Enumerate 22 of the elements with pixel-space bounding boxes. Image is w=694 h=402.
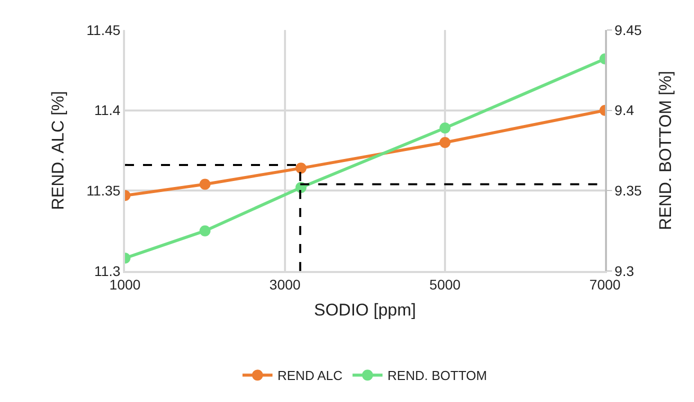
- point: [440, 122, 450, 134]
- y2-tick-label: 9.3: [614, 262, 634, 279]
- x-tick-label: 3000: [269, 276, 301, 293]
- x-tick-label: 7000: [589, 276, 621, 293]
- x-axis-title: SODIO [ppm]: [314, 300, 416, 320]
- y-tick-label: 11.35: [86, 182, 121, 199]
- x-tick-label: 5000: [429, 276, 461, 293]
- point: [440, 136, 450, 148]
- y-tick-label: 11.45: [86, 22, 121, 38]
- point: [200, 225, 210, 236]
- y2-tick-label: 9.4: [614, 102, 634, 118]
- x-tick-label: 1000: [109, 276, 141, 293]
- legend-label: REND ALC: [278, 368, 343, 384]
- y2-tick-label: 9.45: [614, 22, 642, 38]
- point: [296, 162, 306, 174]
- y2-axis-title: REND. BOTTOM [%]: [656, 70, 675, 230]
- y-tick-label: 11.4: [94, 102, 121, 118]
- legend-label: REND. BOTTOM: [388, 368, 487, 384]
- y2-tick-label: 9.35: [614, 182, 642, 199]
- point: [200, 178, 210, 190]
- y-tick-label: 11.3: [94, 262, 121, 279]
- y-axis-title: REND. ALC [%]: [48, 90, 68, 210]
